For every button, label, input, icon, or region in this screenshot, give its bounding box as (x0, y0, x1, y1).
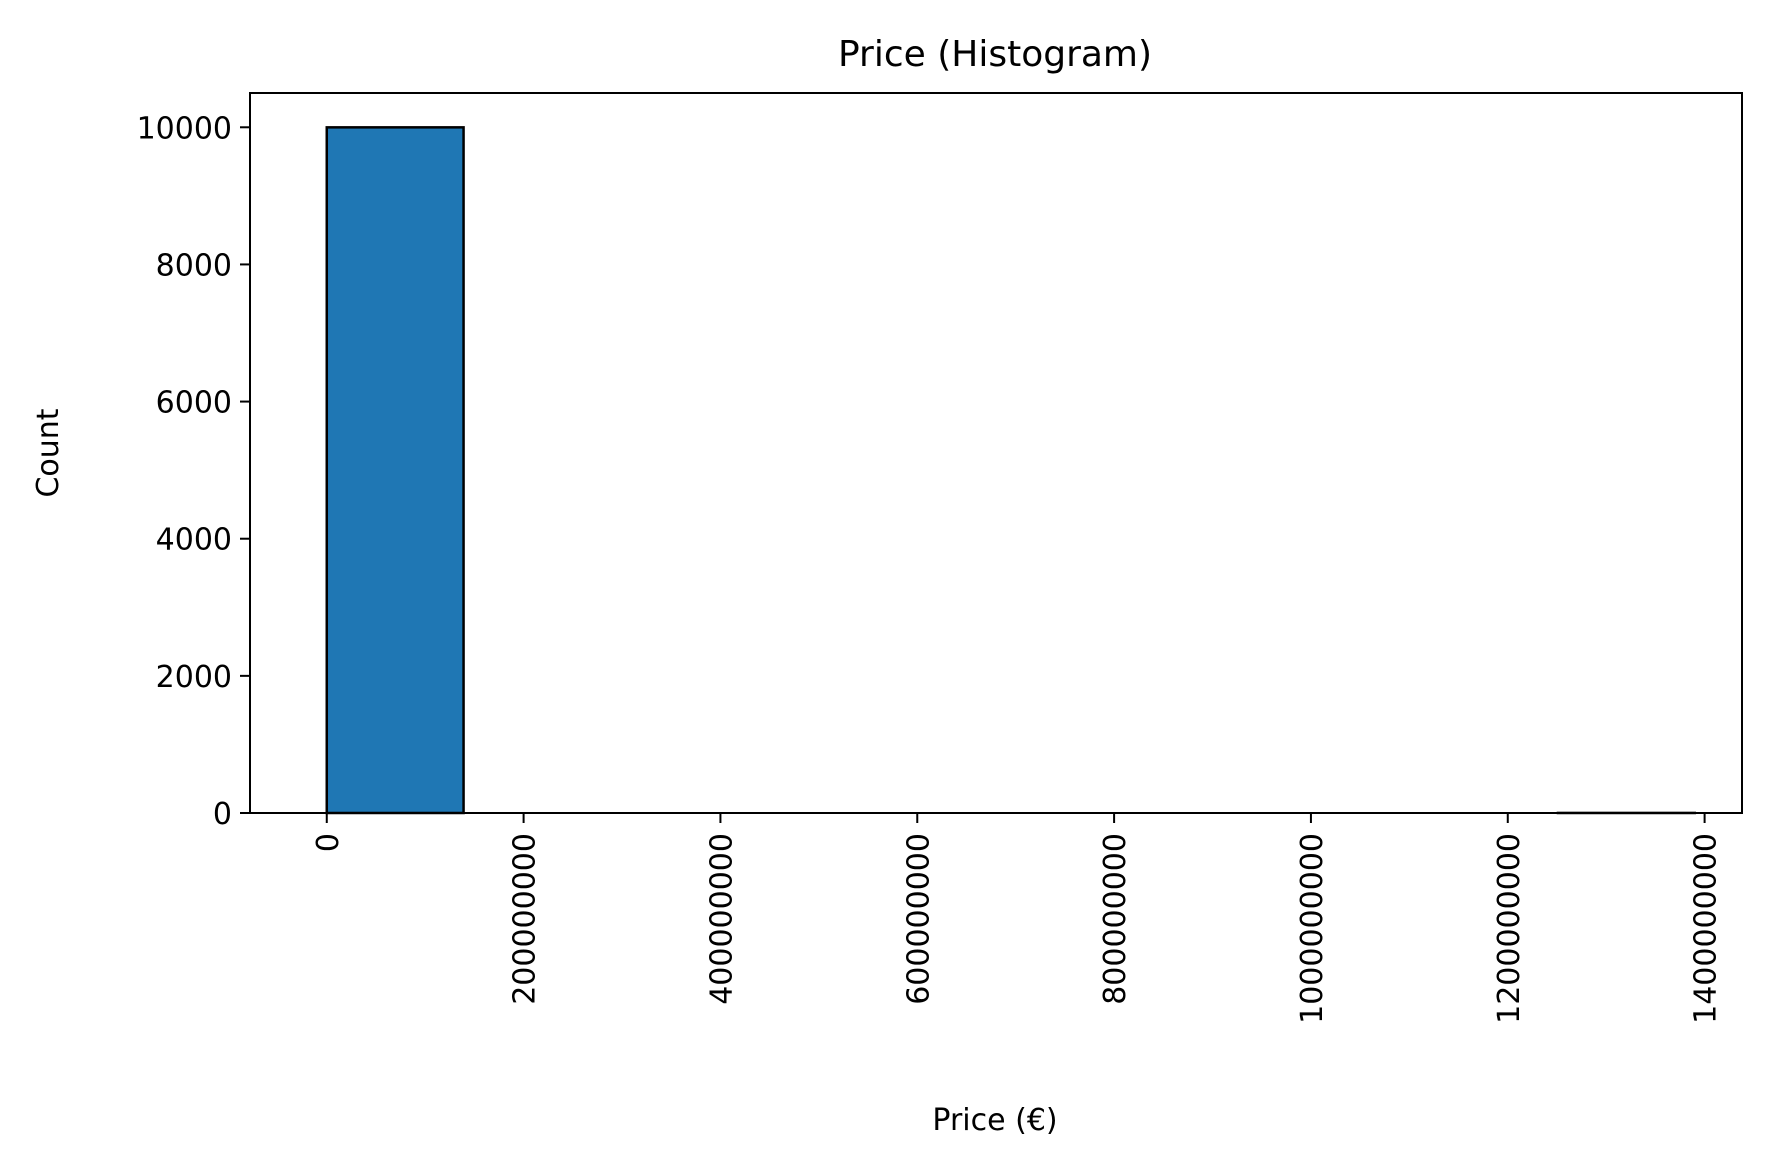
x-tick-label: 400000000 (704, 833, 739, 1005)
y-axis-label: Count (31, 408, 66, 497)
plot-area (325, 126, 1697, 815)
y-tick-label: 0 (213, 797, 232, 832)
y-tick-label: 4000 (156, 523, 232, 558)
x-tick-label: 1200000000 (1492, 833, 1527, 1024)
y-tick-label: 8000 (156, 248, 232, 283)
chart-title: Price (Histogram) (838, 34, 1152, 75)
x-tick-label: 600000000 (901, 833, 936, 1005)
x-tick-label: 200000000 (508, 833, 543, 1005)
x-tick-label: 800000000 (1098, 833, 1133, 1005)
x-axis-label: Price (€) (932, 1103, 1057, 1138)
histogram-bar-0 (325, 126, 465, 815)
x-tick-label: 1400000000 (1689, 833, 1724, 1024)
y-axis: 0 2000 4000 6000 8000 10000 (137, 111, 250, 832)
y-tick-label: 2000 (156, 660, 232, 695)
plot-frame (249, 92, 1743, 814)
x-axis: 0 200000000 400000000 600000000 800000000 100… (311, 813, 1724, 1024)
x-tick-label: 1000000000 (1295, 833, 1330, 1024)
x-tick-label: 0 (311, 833, 346, 852)
y-tick-label: 10000 (137, 111, 232, 146)
y-tick-label: 6000 (156, 386, 232, 421)
